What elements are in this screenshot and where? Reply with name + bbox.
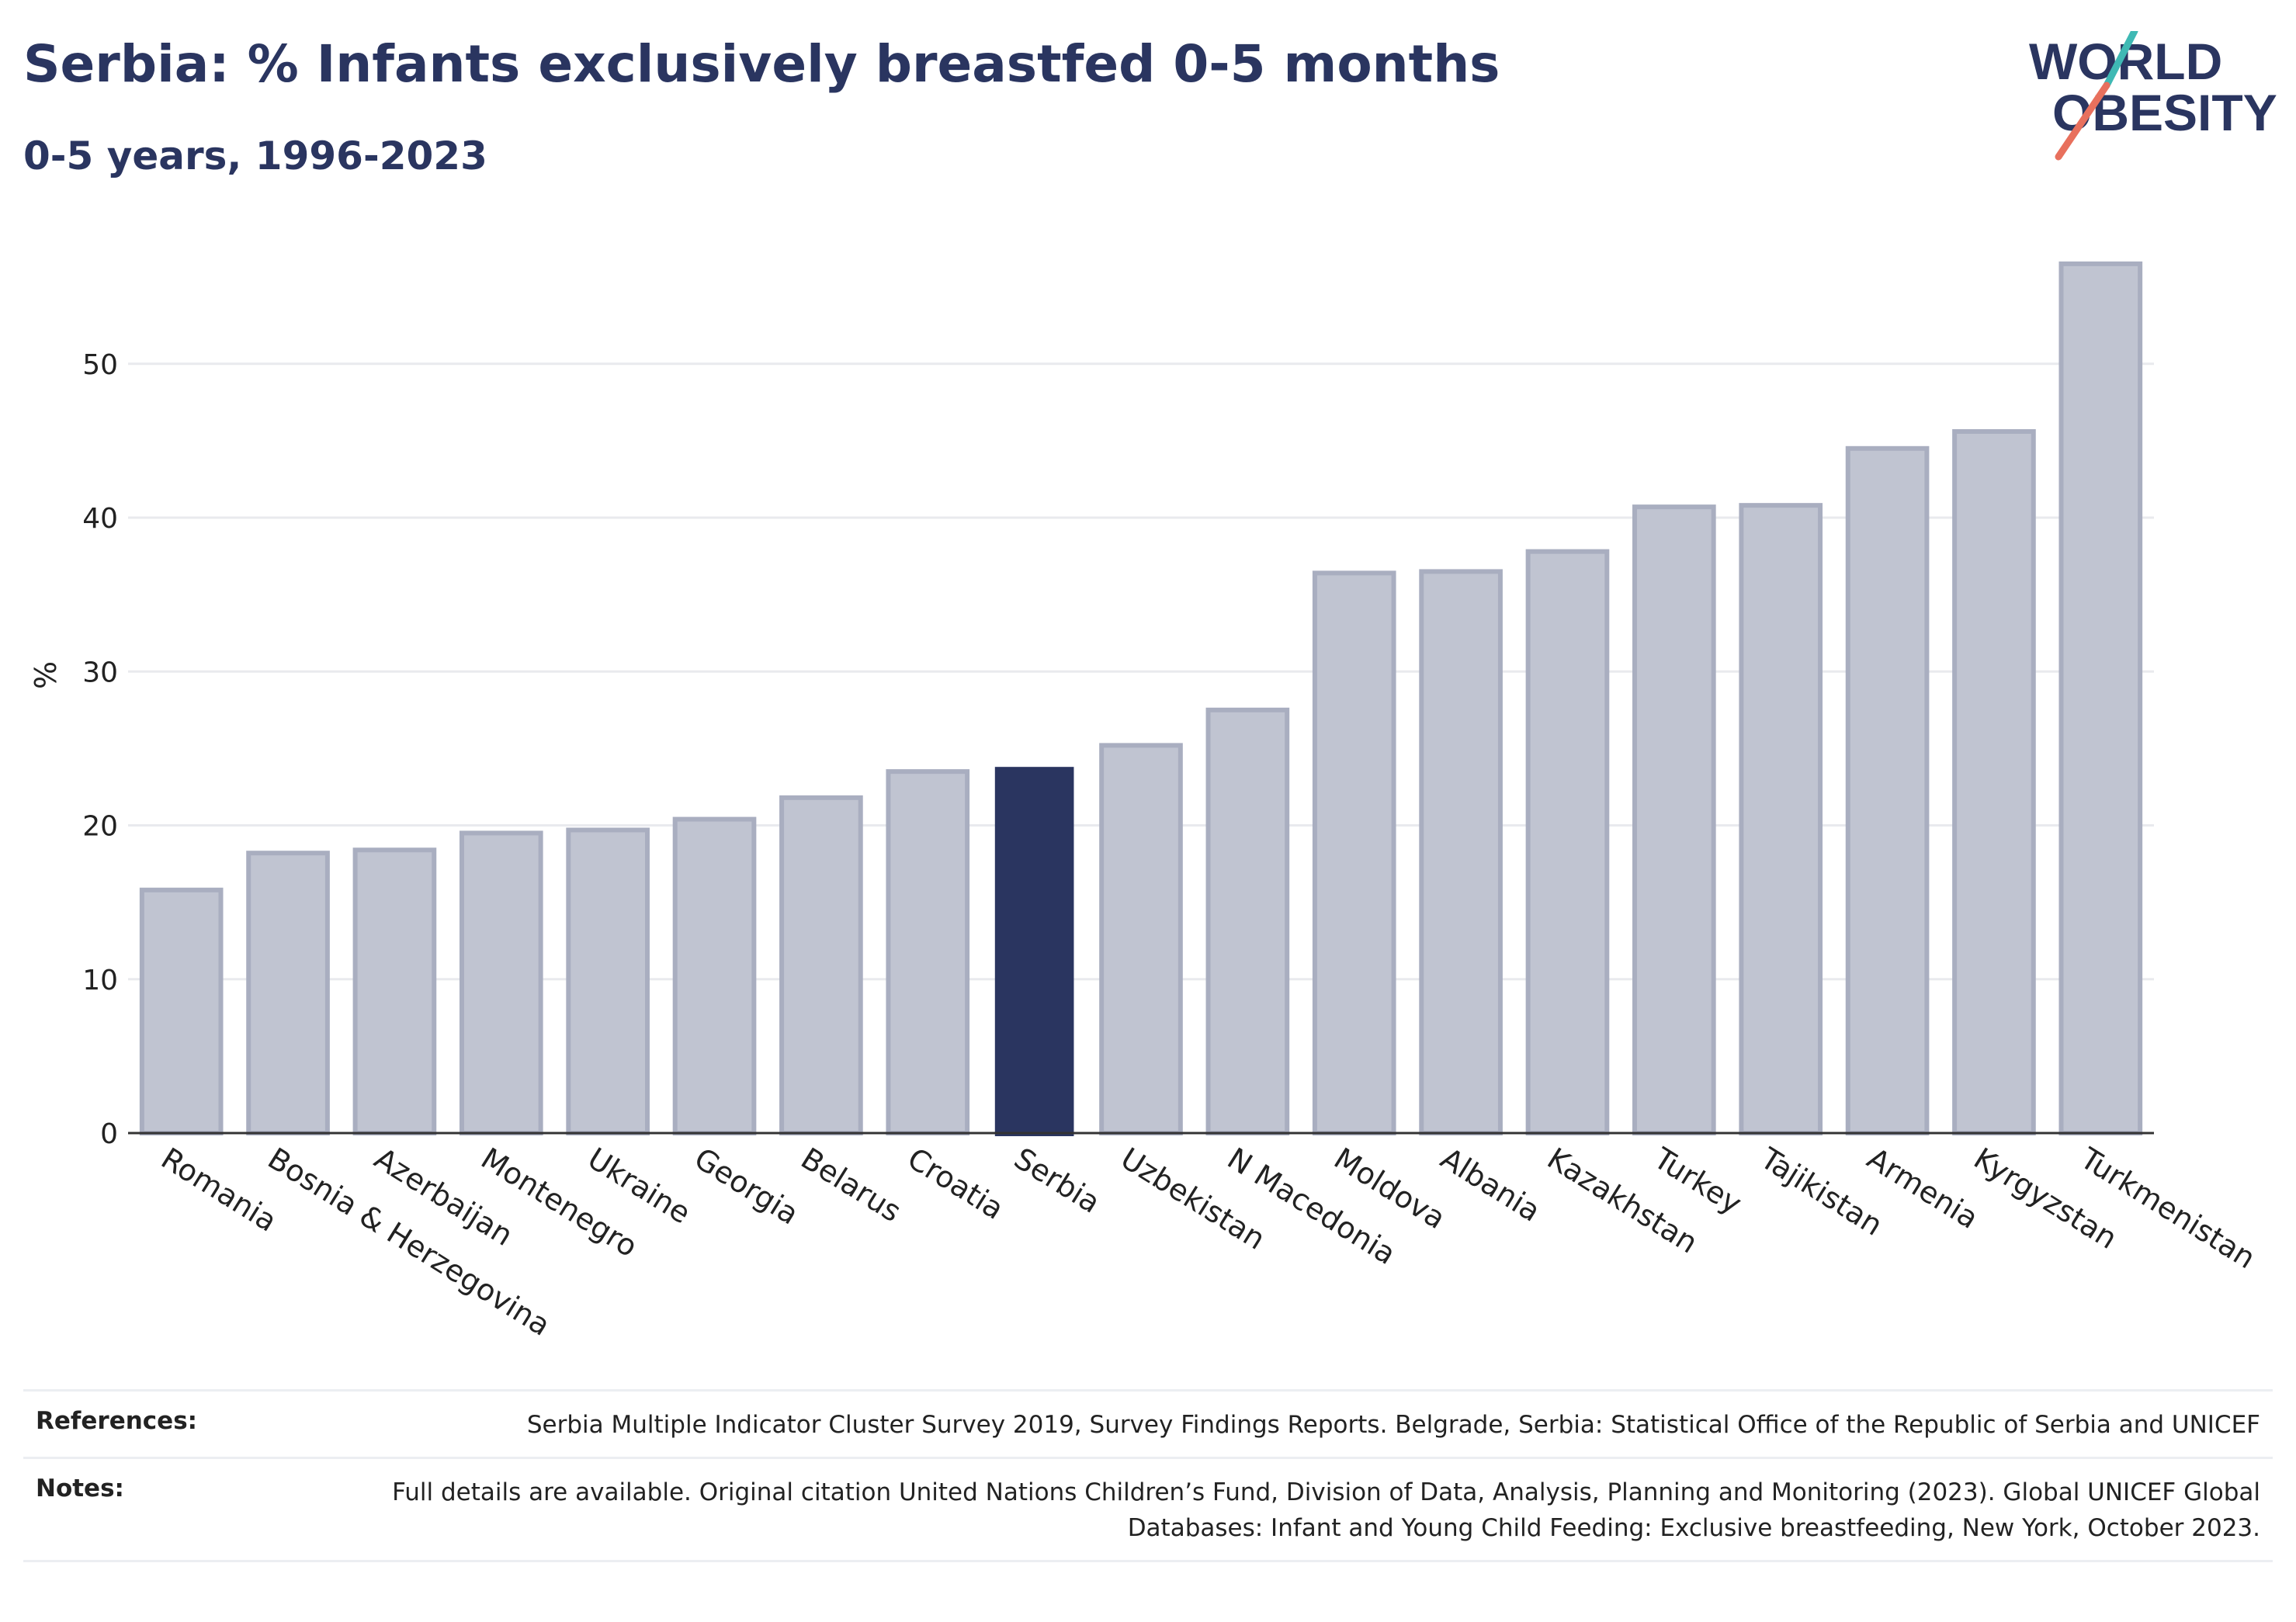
bar xyxy=(1739,503,1823,1135)
bar xyxy=(1845,445,1930,1135)
references-row: References: Serbia Multiple Indicator Cl… xyxy=(23,1392,2273,1459)
x-tick-label: Turkmenistan xyxy=(2074,1141,2261,1276)
bar xyxy=(1312,570,1396,1135)
x-tick-label: Romania xyxy=(155,1141,283,1238)
notes-row: Notes: Full details are available. Origi… xyxy=(23,1459,2273,1562)
chart-subtitle: 0-5 years, 1996-2023 xyxy=(23,133,487,178)
bar xyxy=(1952,429,2036,1135)
y-tick-label: 30 xyxy=(82,657,118,688)
bar xyxy=(672,816,757,1135)
x-tick-label: Croatia xyxy=(902,1141,1010,1226)
notes-label: Notes: xyxy=(36,1475,124,1502)
logo-slash-teal xyxy=(2103,31,2138,89)
x-tick-label: Belarus xyxy=(795,1141,907,1229)
notes-text: Full details are available. Original cit… xyxy=(392,1478,2260,1542)
bar xyxy=(459,830,543,1136)
chart-title: Serbia: % Infants exclusively breastfed … xyxy=(23,34,1500,94)
references-label: References: xyxy=(36,1407,198,1435)
x-tick-label: Serbia xyxy=(1008,1141,1106,1219)
x-tick-label: Georgia xyxy=(688,1141,805,1231)
bar xyxy=(886,769,970,1135)
bar xyxy=(2058,261,2143,1136)
y-axis-label: % xyxy=(29,661,63,689)
y-tick-label: 10 xyxy=(82,965,118,996)
x-tick-label: Albania xyxy=(1435,1141,1547,1229)
bar xyxy=(1205,707,1290,1135)
y-tick-label: 50 xyxy=(82,349,118,381)
bar xyxy=(779,795,863,1136)
bar xyxy=(352,847,437,1136)
x-tick-label: Tajikistan xyxy=(1754,1141,1888,1242)
bar-highlight xyxy=(994,767,1074,1136)
bar xyxy=(1632,504,1716,1135)
bar xyxy=(566,827,650,1135)
references-table: References: Serbia Multiple Indicator Cl… xyxy=(23,1389,2273,1562)
y-tick-label: 20 xyxy=(82,811,118,843)
bar xyxy=(1099,743,1183,1136)
bar xyxy=(1525,549,1610,1135)
logo-slash-coral xyxy=(2055,81,2110,161)
y-tick-label: 0 xyxy=(100,1118,118,1150)
references-text: Serbia Multiple Indicator Cluster Survey… xyxy=(526,1411,2260,1439)
bar xyxy=(139,887,224,1135)
y-tick-label: 40 xyxy=(82,503,118,535)
bar xyxy=(246,851,330,1135)
world-obesity-logo: WORLD OBESITY xyxy=(2029,31,2277,161)
bar xyxy=(1419,569,1503,1135)
